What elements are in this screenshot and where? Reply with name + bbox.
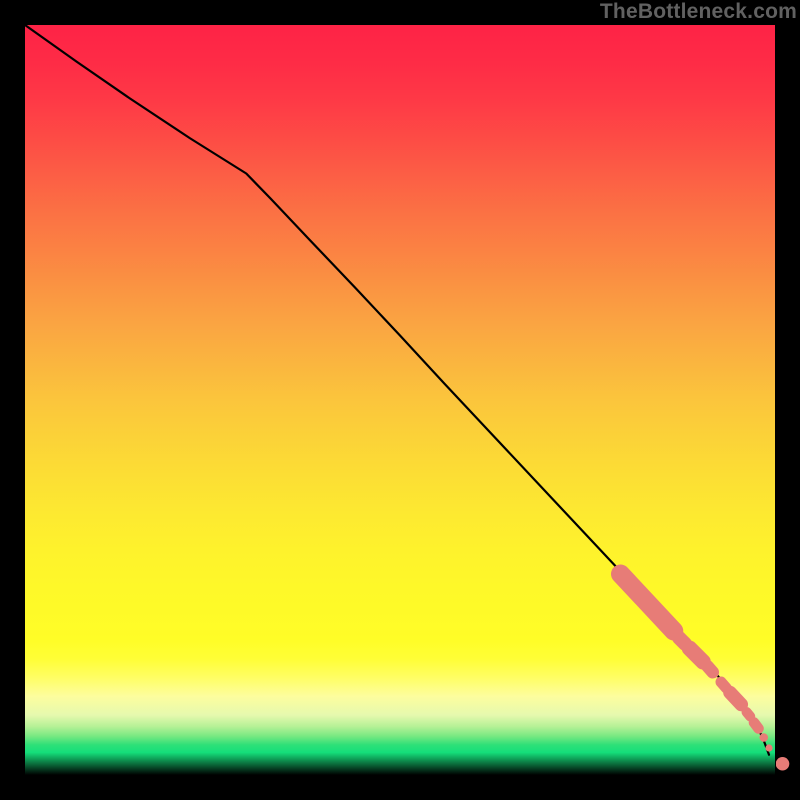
marker-capsule <box>721 682 726 688</box>
marker-capsule <box>708 666 713 672</box>
marker-capsule <box>730 693 741 705</box>
chart-svg <box>0 0 800 800</box>
marker-capsule <box>754 723 759 729</box>
marker-capsule <box>747 712 751 717</box>
marker-circle <box>759 733 768 742</box>
marker-circle <box>765 744 772 751</box>
end-marker <box>776 757 790 771</box>
marker-capsule <box>690 648 704 662</box>
watermark-text: TheBottleneck.com <box>600 0 797 24</box>
chart-root: TheBottleneck.com <box>0 0 800 800</box>
plot-area <box>25 25 775 775</box>
